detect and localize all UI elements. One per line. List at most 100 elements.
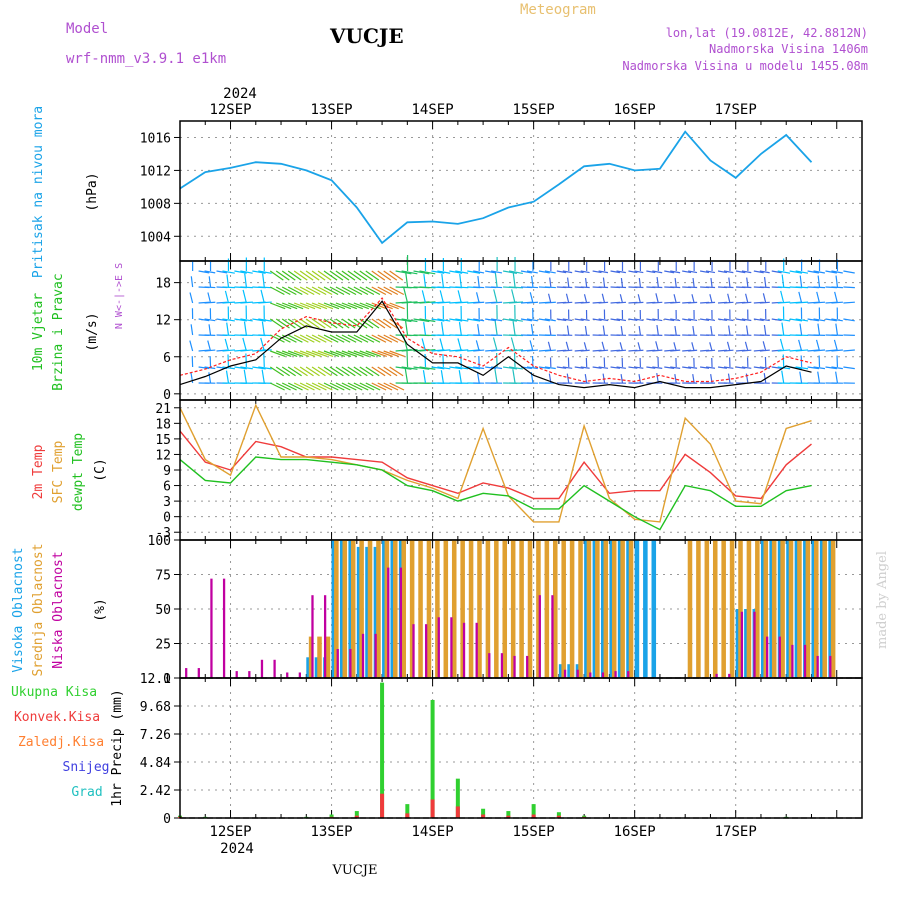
wind-arrow xyxy=(440,370,444,384)
wind-arrow xyxy=(437,301,451,304)
wind-arrow xyxy=(562,318,573,322)
wind-arrow xyxy=(616,366,627,369)
wind-arrow xyxy=(224,338,230,352)
wind-arrow xyxy=(508,366,524,370)
wind-arrow xyxy=(419,286,436,289)
wind-arrow xyxy=(777,318,791,322)
wind-arrow xyxy=(293,334,309,343)
cloud-low-bar xyxy=(551,595,554,678)
wind-arrow xyxy=(477,324,480,336)
wind-arrow xyxy=(293,286,309,296)
wind-arrow xyxy=(347,286,363,296)
y-tick-label: 9 xyxy=(163,464,171,479)
wind-arrow xyxy=(688,301,698,304)
cloud-mid-bar xyxy=(771,540,777,678)
bottom-day-labels: 12SEP 13SEP 14SEP 15SEP 16SEP 17SEP xyxy=(209,824,756,840)
wind-arrow xyxy=(529,340,534,352)
wind-arrow xyxy=(652,286,663,289)
wind-arrow xyxy=(383,302,399,310)
wind-arrow xyxy=(377,270,392,281)
wind-arrow xyxy=(567,277,570,288)
wind-arrow xyxy=(383,286,399,296)
wind-arrow xyxy=(467,318,481,322)
wind-arrow xyxy=(700,270,710,274)
y-tick-label: 0 xyxy=(163,388,171,403)
wind-arrow xyxy=(383,382,399,391)
wind-arrow xyxy=(508,318,523,322)
cloud-mid-bar xyxy=(342,540,348,678)
wind-arrow xyxy=(341,286,357,296)
wind-arrow xyxy=(311,302,328,310)
wind-arrow xyxy=(335,382,351,391)
wind-arrow xyxy=(455,318,469,322)
wind-compass: N W<-|->E S xyxy=(114,263,125,329)
tsfc-label: SFC Temp xyxy=(51,441,66,504)
wind-arrow xyxy=(580,301,590,304)
wind-arrow xyxy=(706,301,716,304)
tsfc-line xyxy=(179,403,812,523)
wind-arrow xyxy=(544,366,556,370)
wind-arrow xyxy=(682,366,692,369)
wind-arrow xyxy=(485,318,497,322)
wind-arrow xyxy=(317,366,332,377)
cloud-mid-bar xyxy=(502,540,508,678)
wind-arrow xyxy=(547,341,552,352)
cloud-mid-bar xyxy=(308,636,314,678)
wind-arrow xyxy=(240,366,253,370)
t2m-label: 2m Temp xyxy=(31,444,46,499)
cloud-mid-bar xyxy=(384,540,390,678)
wind-unit-label: (m/s) xyxy=(85,312,100,351)
wind-arrow xyxy=(299,366,314,377)
wind-arrow xyxy=(383,270,398,281)
cloud-mid-bar xyxy=(797,540,802,678)
cloud-mid-bar xyxy=(704,540,710,678)
wind-arrow xyxy=(281,302,298,310)
cloud-low-bar xyxy=(576,669,579,678)
cloud-mid-bar xyxy=(460,540,465,678)
wind-arrow xyxy=(580,349,590,352)
cloud-low-bar xyxy=(753,611,756,678)
wind-arrow xyxy=(843,366,855,370)
y-tick-label: 2.42 xyxy=(140,784,171,799)
precip-legend: Ukupna Kisa Konvek.Kisa Zaledj.Kisa Snijeg G… xyxy=(11,685,110,800)
wind-arrow xyxy=(509,286,524,289)
wind-arrow xyxy=(674,374,677,384)
y-tick-label: 21 xyxy=(155,402,171,417)
wind-arrow xyxy=(491,286,503,289)
wind-arrow xyxy=(763,373,767,384)
wind-arrow xyxy=(753,318,764,322)
cloud-mid-bar xyxy=(712,540,718,678)
wind-arrow xyxy=(383,334,399,343)
cloud-high-bar xyxy=(760,540,766,678)
wind-arrow xyxy=(329,382,345,391)
cloud-mid-bar xyxy=(763,540,769,678)
wind-arrow xyxy=(735,366,746,369)
cloud-mid-bar xyxy=(755,540,760,678)
wind-arrow xyxy=(421,290,427,304)
wind-arrow xyxy=(584,374,588,384)
cloud-mid-bar xyxy=(552,540,558,678)
cloud-high-bar xyxy=(735,609,741,678)
wind-arrow xyxy=(744,341,749,352)
wind-arrow xyxy=(365,286,381,296)
wind-arrow xyxy=(547,293,552,304)
wind-arrow xyxy=(455,301,469,304)
wind-arrow xyxy=(813,318,826,322)
wind-arrow xyxy=(281,270,296,281)
wind-arrow xyxy=(431,318,445,322)
cloud-high-bar xyxy=(356,546,362,678)
wind-arrow xyxy=(359,270,374,281)
y-tick-label: 6 xyxy=(163,351,171,366)
wind-arrow xyxy=(816,291,821,304)
wind-arrow xyxy=(359,350,376,358)
wind-arrow xyxy=(190,276,194,288)
wind-arrow xyxy=(843,270,855,274)
wind-arrow xyxy=(759,318,770,322)
cloud-mid-bar xyxy=(738,540,743,678)
wind-arrow xyxy=(389,302,405,310)
wind-arrow xyxy=(723,301,734,304)
wind-arrow xyxy=(637,294,641,304)
wind-arrow xyxy=(240,318,253,322)
cloud-low-bar xyxy=(500,653,504,678)
cloud-low-bar xyxy=(488,653,491,678)
